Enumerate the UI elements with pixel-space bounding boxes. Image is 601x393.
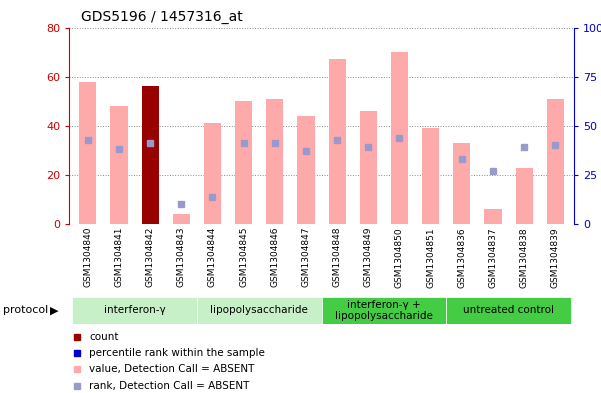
Text: GSM1304841: GSM1304841: [114, 227, 123, 287]
Text: lipopolysaccharide: lipopolysaccharide: [210, 305, 308, 316]
Bar: [172, 214, 190, 224]
Text: GSM1304843: GSM1304843: [177, 227, 186, 287]
Text: GSM1304844: GSM1304844: [208, 227, 217, 287]
Text: GSM1304851: GSM1304851: [426, 227, 435, 288]
Text: GSM1304838: GSM1304838: [520, 227, 529, 288]
Text: GSM1304842: GSM1304842: [145, 227, 154, 287]
Bar: [422, 128, 439, 224]
Bar: [360, 111, 377, 224]
Text: rank, Detection Call = ABSENT: rank, Detection Call = ABSENT: [90, 381, 249, 391]
Text: GSM1304849: GSM1304849: [364, 227, 373, 287]
Text: value, Detection Call = ABSENT: value, Detection Call = ABSENT: [90, 364, 255, 374]
Bar: [79, 82, 96, 224]
Bar: [322, 297, 446, 324]
Text: interferon-γ +
lipopolysaccharide: interferon-γ + lipopolysaccharide: [335, 300, 433, 321]
Text: GSM1304845: GSM1304845: [239, 227, 248, 287]
Text: GSM1304850: GSM1304850: [395, 227, 404, 288]
Text: GSM1304846: GSM1304846: [270, 227, 279, 287]
Bar: [446, 297, 571, 324]
Bar: [547, 99, 564, 224]
Text: GDS5196 / 1457316_at: GDS5196 / 1457316_at: [81, 9, 243, 24]
Text: interferon-γ: interferon-γ: [104, 305, 165, 316]
Bar: [484, 209, 501, 224]
Bar: [297, 116, 314, 224]
Text: GSM1304837: GSM1304837: [489, 227, 498, 288]
Text: GSM1304840: GSM1304840: [84, 227, 93, 287]
Bar: [204, 123, 221, 224]
Bar: [197, 297, 322, 324]
Bar: [111, 106, 127, 224]
Bar: [516, 167, 532, 224]
Bar: [235, 101, 252, 224]
Bar: [329, 59, 346, 224]
Text: GSM1304839: GSM1304839: [551, 227, 560, 288]
Text: GSM1304848: GSM1304848: [332, 227, 341, 287]
Text: GSM1304847: GSM1304847: [302, 227, 311, 287]
Text: protocol: protocol: [3, 305, 48, 316]
Text: count: count: [90, 332, 119, 342]
Text: ▶: ▶: [50, 305, 59, 316]
Bar: [391, 52, 408, 224]
Bar: [266, 99, 283, 224]
Bar: [72, 297, 197, 324]
Text: GSM1304836: GSM1304836: [457, 227, 466, 288]
Text: untreated control: untreated control: [463, 305, 554, 316]
Bar: [453, 143, 471, 224]
Bar: [142, 86, 159, 224]
Text: percentile rank within the sample: percentile rank within the sample: [90, 348, 265, 358]
